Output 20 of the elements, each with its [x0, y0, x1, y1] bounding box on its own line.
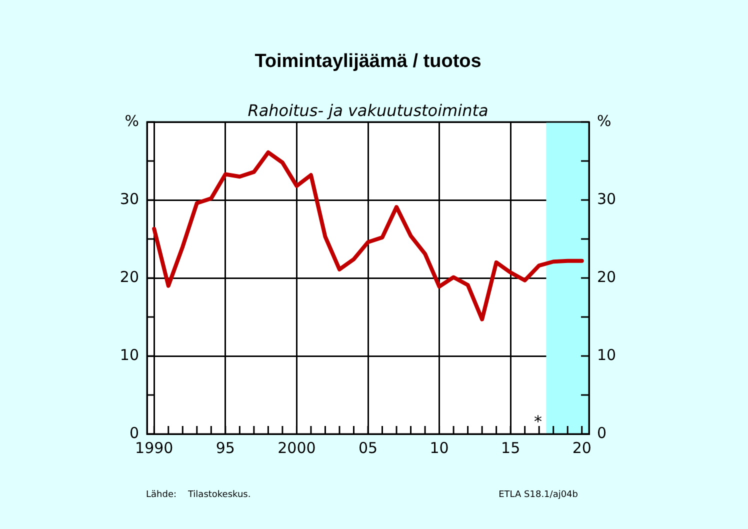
x-tick-label: 15	[501, 438, 520, 457]
text: ETLA S18.1/aj04b	[498, 490, 578, 500]
y-tick-label: %	[124, 112, 139, 130]
x-tick-label: 20	[572, 438, 592, 457]
y2-tick-label: 20	[597, 268, 616, 286]
chart-subtitle: Rahoitus- ja vakuutustoiminta	[248, 101, 488, 120]
annotation: *	[534, 412, 542, 431]
y-tick-label: 10	[120, 346, 139, 364]
y-tick-label: 20	[120, 268, 139, 286]
y2-tick-label: 10	[597, 346, 616, 364]
x-tick-label: 95	[216, 438, 235, 457]
y2-tick-label: 0	[597, 424, 607, 442]
x-tick-label: 05	[358, 438, 378, 457]
x-tick-label: 10	[430, 438, 449, 457]
y2-tick-label: %	[597, 112, 612, 130]
x-tick-label: 2000	[278, 438, 316, 457]
y2-tick-label: 30	[597, 190, 616, 208]
text: Lähde: Tilastokeskus.	[146, 490, 251, 500]
y-tick-label: 30	[120, 190, 139, 208]
chart-title: Toimintaylijäämä / tuotos	[254, 51, 482, 72]
